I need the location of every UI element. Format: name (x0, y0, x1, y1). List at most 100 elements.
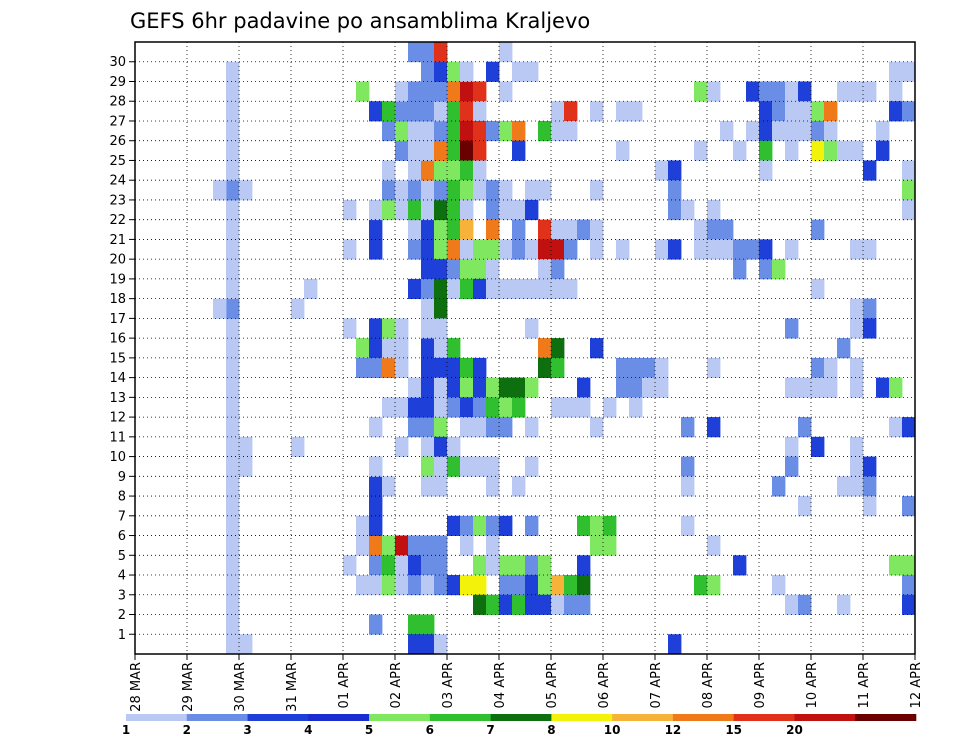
heatmap-cell (538, 239, 552, 260)
x-tick-label: 04 APR (493, 662, 508, 708)
heatmap-cell (434, 180, 448, 201)
heatmap-cell (395, 318, 409, 339)
heatmap-cell (395, 120, 409, 142)
heatmap-cell (590, 535, 604, 556)
heatmap-cell (499, 417, 513, 438)
heatmap-cell (707, 199, 721, 221)
heatmap-cell (902, 101, 916, 122)
heatmap-cell (538, 259, 552, 280)
heatmap-cell (226, 456, 240, 477)
heatmap-cell (577, 575, 591, 596)
heatmap-cell (447, 101, 461, 122)
heatmap-cell (434, 42, 448, 63)
heatmap-cell (863, 298, 877, 319)
heatmap-cell (356, 515, 370, 536)
heatmap-cell (863, 476, 877, 497)
heatmap-cell (447, 436, 461, 457)
heatmap-cell (447, 160, 461, 181)
heatmap-cell (564, 239, 578, 260)
heatmap-cell (551, 219, 565, 240)
heatmap-cell (447, 120, 461, 142)
heatmap-cell (486, 594, 500, 615)
heatmap-cell (382, 338, 396, 359)
colorbar: 1 2 3 4 5 6 7 8 10 12 15 20 (122, 714, 917, 737)
heatmap-cell (408, 81, 422, 102)
heatmap-cell (369, 496, 383, 517)
heatmap-cell (382, 357, 396, 379)
heatmap-cell (889, 555, 903, 576)
heatmap-cell (408, 377, 422, 398)
colorbar-segment (490, 714, 552, 721)
heatmap-cell (746, 81, 760, 102)
heatmap-cell (486, 397, 500, 418)
heatmap-cell (902, 594, 916, 615)
heatmap-cell (421, 318, 435, 339)
colorbar-segment (855, 714, 917, 721)
heatmap-cell (421, 239, 435, 260)
heatmap-cell (434, 61, 448, 82)
y-tick-label: 28 (109, 95, 126, 110)
heatmap-cell (421, 298, 435, 319)
heatmap-cell (447, 397, 461, 418)
heatmap-cell (226, 397, 240, 418)
heatmap-cell (616, 357, 630, 379)
heatmap-cell (811, 278, 825, 300)
heatmap-cell (421, 614, 435, 635)
heatmap-cell (681, 199, 695, 221)
heatmap-cell (356, 338, 370, 359)
heatmap-cell (395, 338, 409, 359)
x-axis: 28 MAR 29 MAR 30 MAR 31 MAR 01 APR 02 APR 03 A… (129, 654, 924, 712)
heatmap-cell (512, 239, 526, 260)
y-tick-label: 23 (109, 193, 126, 208)
heatmap-cell (486, 476, 500, 497)
heatmap-cell (408, 417, 422, 438)
y-tick-label: 1 (118, 628, 126, 643)
heatmap-cell (473, 239, 487, 260)
colorbar-segment (126, 714, 188, 721)
heatmap-cell (798, 377, 812, 398)
y-tick-label: 22 (109, 213, 126, 228)
heatmap-cell (226, 634, 240, 655)
heatmap-cell (226, 377, 240, 398)
x-tick-label: 10 APR (805, 662, 820, 708)
heatmap-cell (512, 199, 526, 221)
heatmap-cell (447, 456, 461, 477)
heatmap-cell (902, 61, 916, 82)
heatmap-cell (434, 160, 448, 181)
heatmap-cell (473, 101, 487, 122)
heatmap-cell (447, 278, 461, 300)
heatmap-cell (733, 555, 747, 576)
heatmap-cell (538, 120, 552, 142)
heatmap-cell (759, 140, 773, 161)
heatmap-cell (512, 219, 526, 240)
heatmap-cell (486, 61, 500, 82)
heatmap-cell (408, 555, 422, 576)
heatmap-cell (473, 575, 487, 596)
heatmap-cell (213, 298, 227, 319)
heatmap-cell (382, 397, 396, 418)
y-tick-label: 2 (118, 608, 126, 623)
heatmap-cell (460, 239, 474, 260)
heatmap-cell (811, 219, 825, 240)
x-tick-label: 11 APR (857, 662, 872, 708)
heatmap-cell (434, 417, 448, 438)
heatmap-cell (551, 120, 565, 142)
colorbar-label: 12 (665, 723, 682, 737)
heatmap-cell (369, 338, 383, 359)
heatmap-cell (512, 555, 526, 576)
x-tick-label: 02 APR (389, 662, 404, 708)
heatmap-cell (499, 180, 513, 201)
heatmap-cell (421, 42, 435, 63)
heatmap-cell (590, 417, 604, 438)
heatmap-cell (434, 101, 448, 122)
x-tick-label: 05 APR (545, 662, 560, 708)
heatmap-cell (850, 436, 864, 457)
heatmap-cell (733, 259, 747, 280)
heatmap-cell (356, 81, 370, 102)
heatmap-cell (902, 417, 916, 438)
heatmap-cell (226, 575, 240, 596)
heatmap-cell (460, 140, 474, 161)
colorbar-segment (308, 714, 370, 721)
heatmap-cell (434, 298, 448, 319)
